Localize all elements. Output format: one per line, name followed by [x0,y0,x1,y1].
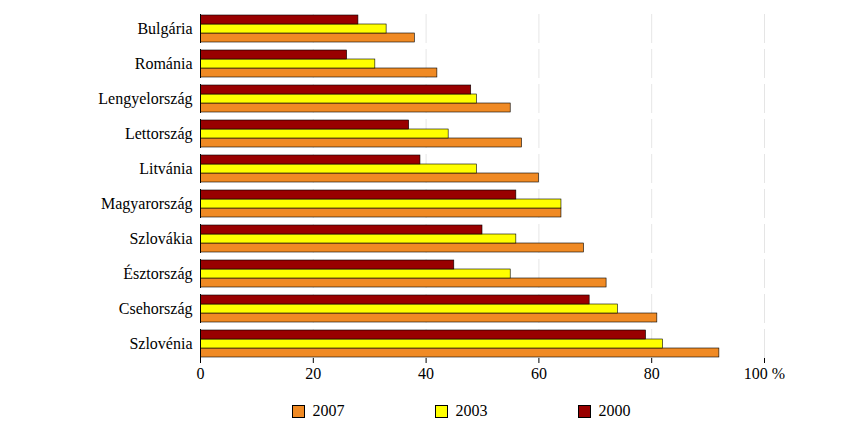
svg-text:20: 20 [305,365,321,382]
svg-text:Szlovénia: Szlovénia [129,335,192,352]
svg-text:60: 60 [531,365,547,382]
svg-text:Észtország: Észtország [123,264,192,283]
svg-text:40: 40 [418,365,434,382]
html-text:2007: 2007 [312,402,345,419]
svg-text:0: 0 [197,365,205,382]
svg-text:Románia: Románia [135,55,193,72]
svg-text:Szlovákia: Szlovákia [129,230,192,247]
svg-text:100 %: 100 % [744,365,785,382]
svg-text:Bulgária: Bulgária [137,20,192,38]
svg-text:Csehország: Csehország [119,300,193,318]
html-text:2000: 2000 [598,402,631,419]
svg-text:Magyarország: Magyarország [101,195,193,213]
svg-text:80: 80 [644,365,660,382]
svg-text:Litvánia: Litvánia [139,160,192,177]
svg-text:Lettország: Lettország [125,125,193,143]
svg-text:Lengyelország: Lengyelország [98,90,192,108]
html-text:2003: 2003 [455,402,488,419]
